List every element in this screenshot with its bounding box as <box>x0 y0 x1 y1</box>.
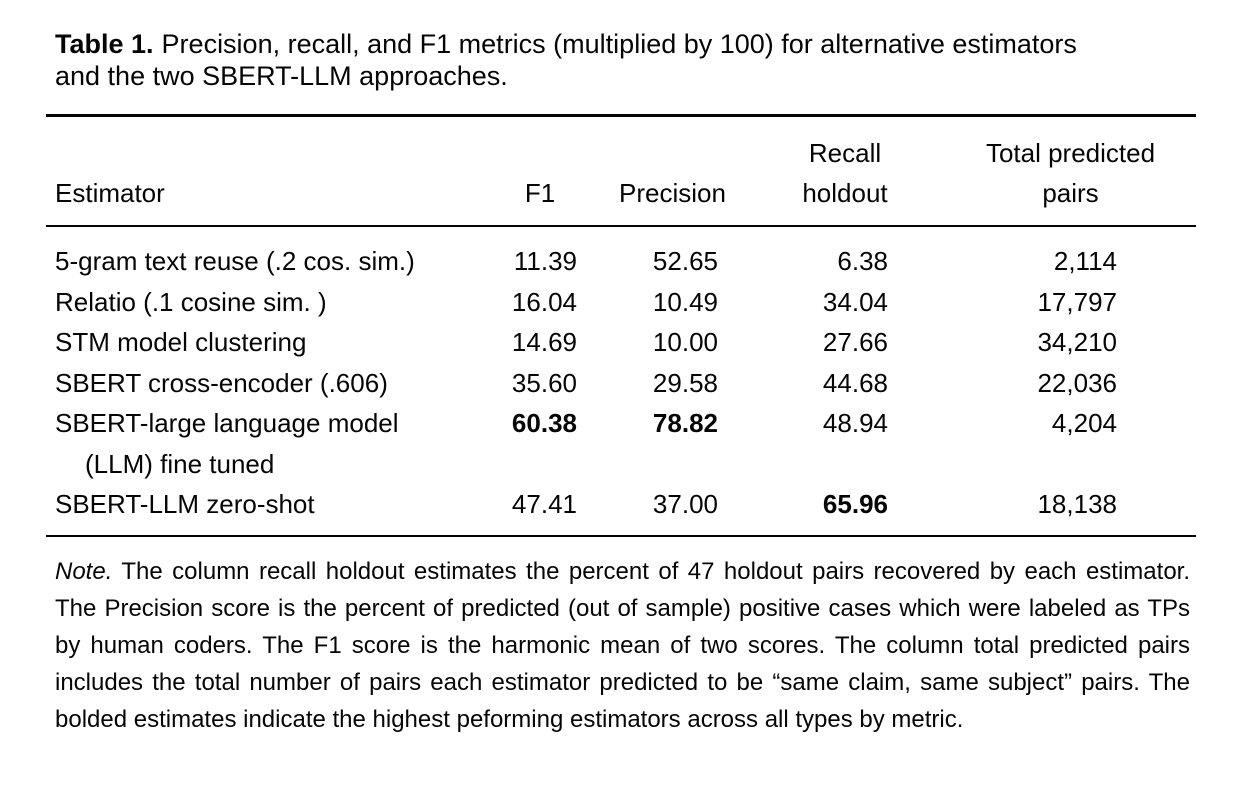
cell-f1-best: 60.38 <box>511 408 577 438</box>
table-row: 5-gram text reuse (.2 cos. sim.) 11.39 5… <box>46 226 1196 282</box>
cell-total-pairs: 18,138 <box>1037 489 1117 519</box>
cell-precision: 52.65 <box>652 246 718 276</box>
table-row: SBERT-large language model (LLM) fine tun… <box>46 403 1196 484</box>
col-header-total-line1: Total predicted <box>985 138 1156 168</box>
cell-estimator: SBERT-LLM zero-shot <box>55 489 315 519</box>
cell-total-pairs: 34,210 <box>1037 327 1117 357</box>
cell-total-pairs: 17,797 <box>1037 286 1117 317</box>
col-header-precision: Precision <box>600 115 745 227</box>
cell-recall-holdout: 6.38 <box>837 246 888 276</box>
cell-estimator: SBERT cross-encoder (.606) <box>55 367 388 398</box>
cell-f1: 16.04 <box>511 286 577 317</box>
cell-precision: 29.58 <box>652 367 718 398</box>
table-row: SBERT-LLM zero-shot 47.41 37.00 65.96 18… <box>46 484 1196 536</box>
cell-precision: 10.49 <box>652 286 718 317</box>
cell-precision: 37.00 <box>652 489 718 519</box>
cell-estimator: 5-gram text reuse (.2 cos. sim.) <box>55 246 415 276</box>
table-title: Table 1. Precision, recall, and F1 metric… <box>55 28 1095 92</box>
note-text: The column recall holdout estimates the … <box>55 557 1190 733</box>
table-row: STM model clustering 14.69 10.00 27.66 3… <box>46 322 1196 363</box>
header-row: Estimator F1 Precision Recall holdout Tot… <box>46 115 1196 227</box>
cell-total-pairs: 22,036 <box>1037 367 1117 398</box>
table-number: Table 1. <box>55 29 154 59</box>
col-header-recall-holdout: Recall holdout <box>745 115 945 227</box>
note-label: Note. <box>55 557 113 585</box>
table-figure: Table 1. Precision, recall, and F1 metric… <box>46 0 1196 738</box>
col-header-total-line2: pairs <box>1042 178 1099 208</box>
cell-precision: 10.00 <box>652 327 718 357</box>
table-caption: Precision, recall, and F1 metrics (multi… <box>55 29 1077 91</box>
cell-estimator: STM model clustering <box>55 327 307 357</box>
cell-f1: 14.69 <box>511 327 577 357</box>
cell-total-pairs: 2,114 <box>1053 246 1117 276</box>
table-row: Relatio (.1 cosine sim. ) 16.04 10.49 34… <box>46 282 1196 323</box>
cell-recall-holdout-best: 65.96 <box>822 489 888 519</box>
cell-estimator: Relatio (.1 cosine sim. ) <box>55 286 327 317</box>
table-header: Estimator F1 Precision Recall holdout Tot… <box>46 115 1196 227</box>
table-note: Note. The column recall holdout estimate… <box>55 553 1190 738</box>
cell-precision-best: 78.82 <box>652 408 718 438</box>
col-header-f1: F1 <box>480 115 600 227</box>
col-header-recall-line1: Recall <box>808 138 882 168</box>
cell-recall-holdout: 44.68 <box>822 367 888 398</box>
col-header-total-pairs: Total predicted pairs <box>945 115 1196 227</box>
col-header-estimator: Estimator <box>46 115 480 227</box>
metrics-table: Estimator F1 Precision Recall holdout Tot… <box>46 114 1196 537</box>
cell-estimator-line1: SBERT-large language model <box>55 408 399 438</box>
col-header-recall-line2: holdout <box>802 178 888 208</box>
cell-total-pairs: 4,204 <box>1051 408 1117 438</box>
table-body: 5-gram text reuse (.2 cos. sim.) 11.39 5… <box>46 226 1196 536</box>
cell-estimator: SBERT-large language model (LLM) fine tun… <box>46 403 480 484</box>
cell-recall-holdout: 48.94 <box>822 408 888 438</box>
cell-f1: 35.60 <box>511 367 577 398</box>
table-row: SBERT cross-encoder (.606) 35.60 29.58 4… <box>46 363 1196 404</box>
cell-estimator-line2: (LLM) fine tuned <box>85 448 275 479</box>
cell-recall-holdout: 27.66 <box>822 327 888 357</box>
cell-recall-holdout: 34.04 <box>822 286 888 317</box>
cell-f1: 47.41 <box>511 489 577 519</box>
cell-f1: 11.39 <box>513 246 577 276</box>
